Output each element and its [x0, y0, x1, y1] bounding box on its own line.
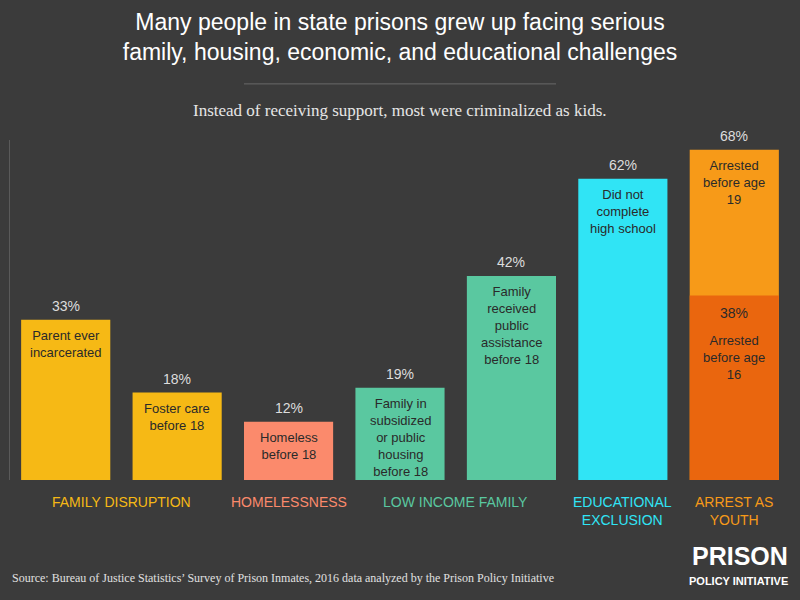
svg-text:68%: 68%	[720, 128, 748, 144]
svg-text:Source: Bureau of Justice Stat: Source: Bureau of Justice Statistics’ Su…	[12, 571, 554, 585]
svg-text:38%: 38%	[720, 305, 748, 321]
svg-text:Parent everincarcerated: Parent everincarcerated	[30, 328, 102, 360]
svg-text:HOMELESSNESS: HOMELESSNESS	[231, 494, 347, 510]
svg-text:ARREST ASYOUTH: ARREST ASYOUTH	[695, 494, 773, 528]
svg-text:Instead of receiving support,: Instead of receiving support, most were …	[193, 101, 607, 120]
svg-text:Homelessbefore 18: Homelessbefore 18	[260, 430, 318, 462]
svg-text:Familyreceivedpublicassistance: Familyreceivedpublicassistancebefore 18	[481, 284, 542, 367]
svg-text:12%: 12%	[275, 400, 303, 416]
svg-text:62%: 62%	[609, 157, 637, 173]
svg-text:42%: 42%	[497, 254, 525, 270]
svg-text:Arrestedbefore age16: Arrestedbefore age16	[703, 333, 765, 382]
svg-text:LOW INCOME FAMILY: LOW INCOME FAMILY	[383, 494, 528, 510]
svg-text:EDUCATIONALEXCLUSION: EDUCATIONALEXCLUSION	[573, 494, 672, 528]
svg-text:19%: 19%	[386, 366, 414, 382]
svg-text:POLICY INITIATIVE: POLICY INITIATIVE	[689, 575, 788, 587]
svg-text:Many people in state prisons g: Many people in state prisons grew up fac…	[123, 9, 677, 65]
svg-text:PRISON: PRISON	[692, 542, 788, 570]
svg-text:Family insubsidizedor publicho: Family insubsidizedor publichousingbefor…	[370, 396, 431, 479]
svg-text:Foster carebefore 18: Foster carebefore 18	[144, 401, 210, 433]
svg-text:Did notcompletehigh school: Did notcompletehigh school	[590, 187, 656, 236]
svg-text:18%: 18%	[163, 371, 191, 387]
svg-text:Arrestedbefore age19: Arrestedbefore age19	[703, 158, 765, 207]
svg-text:33%: 33%	[52, 298, 80, 314]
svg-text:FAMILY DISRUPTION: FAMILY DISRUPTION	[52, 494, 191, 510]
